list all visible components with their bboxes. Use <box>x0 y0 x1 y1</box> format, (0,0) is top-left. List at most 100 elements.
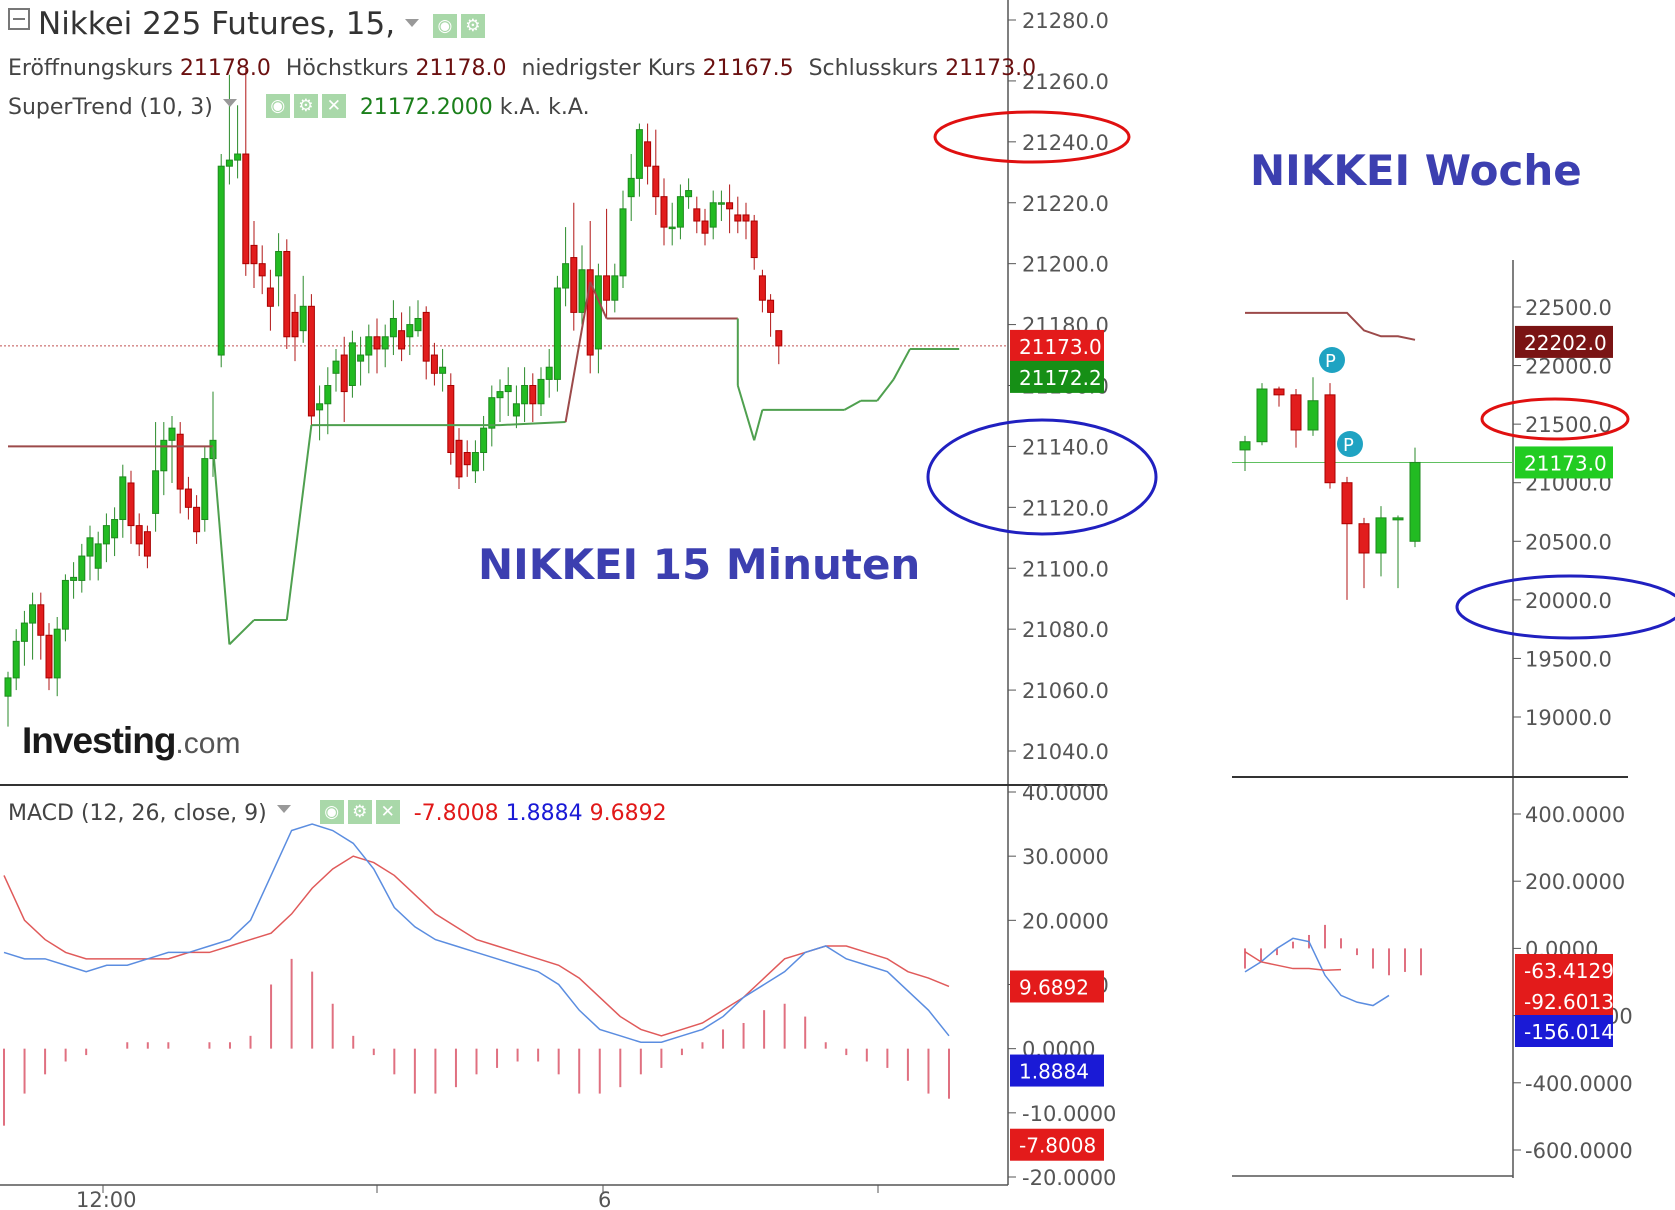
candle <box>480 427 488 454</box>
candle <box>357 354 365 362</box>
weekly-candle <box>1358 523 1370 554</box>
close-value: 21173.0 <box>945 56 1037 81</box>
candle <box>86 537 94 557</box>
high-label: Höchstkurs <box>285 56 409 81</box>
macd-line <box>3 823 950 1043</box>
candle <box>324 385 332 405</box>
high-value: 21178.0 <box>415 56 507 81</box>
gear-icon[interactable]: ⚙ <box>293 94 318 118</box>
low-value: 21167.5 <box>702 56 794 81</box>
y-tick-label: 21280.0 <box>1022 9 1109 33</box>
candle <box>78 555 86 581</box>
eye-icon[interactable]: ◉ <box>319 800 344 824</box>
candle <box>250 244 258 265</box>
supertrend-segment <box>228 619 255 646</box>
weekly-blue-circle <box>1455 574 1675 640</box>
candle <box>758 275 766 301</box>
supertrend-v2: k.A. <box>499 95 542 120</box>
y-tick-label: 21120.0 <box>1022 496 1109 520</box>
candle <box>742 214 750 222</box>
candle <box>586 269 594 356</box>
pivot-marker <box>1337 431 1363 457</box>
weekly-red-circle <box>1480 397 1630 441</box>
y-tick-label: 21040.0 <box>1022 740 1109 764</box>
candle <box>160 439 168 472</box>
candle <box>668 226 676 230</box>
candle <box>693 208 701 222</box>
candle <box>45 634 53 679</box>
macd-v2: 1.8884 <box>505 801 583 826</box>
supertrend-segment <box>285 424 313 621</box>
candle <box>660 196 668 228</box>
candle <box>20 622 28 642</box>
weekly-current-tag-bg <box>1515 446 1613 479</box>
candle <box>578 269 586 313</box>
candle <box>603 275 611 301</box>
candle <box>119 476 127 521</box>
macd-y-tick-label: 40.0000 <box>1022 781 1109 805</box>
weekly-y-tick-label: 19000.0 <box>1525 706 1612 730</box>
weekly-supertrend <box>1245 311 1416 341</box>
candle <box>512 403 520 417</box>
candle <box>365 336 373 356</box>
macd-tag: 1.8884 <box>1019 1060 1089 1084</box>
candle <box>750 220 758 259</box>
candle <box>37 604 45 636</box>
macd-y-tick-label: 20.0000 <box>1022 909 1109 933</box>
blue-circle-annotation <box>926 418 1158 536</box>
candle <box>447 385 455 454</box>
supertrend-legend: SuperTrend (10, 3) ◉ ⚙ ✕ 21172.2000 k.A. k… <box>8 94 590 120</box>
supertrend-tag: 21172.2 <box>1019 366 1102 390</box>
chart-title: Nikkei 225 Futures, 15, ◉ ⚙ <box>8 6 485 42</box>
weekly-y-tick-label: 22000.0 <box>1525 355 1612 379</box>
x-tick-label: 6 <box>598 1188 611 1210</box>
gear-icon[interactable]: ⚙ <box>460 14 485 38</box>
candle <box>193 506 201 533</box>
last-price-tag: 21173.0 <box>1019 335 1102 359</box>
eye-icon[interactable]: ◉ <box>432 14 457 38</box>
candle <box>381 336 389 350</box>
candle <box>734 214 742 222</box>
candle <box>201 458 209 521</box>
weekly-candle <box>1290 394 1302 431</box>
weekly-macd-line <box>1244 937 1390 1007</box>
candle <box>627 177 635 198</box>
candle <box>217 165 225 356</box>
candle <box>496 391 504 399</box>
candle <box>521 385 529 405</box>
close-icon[interactable]: ✕ <box>321 94 346 118</box>
collapse-icon[interactable] <box>8 8 30 30</box>
dropdown-icon[interactable] <box>405 19 420 27</box>
weekly-candle <box>1324 394 1336 484</box>
candle <box>439 366 447 374</box>
weekly-macd-tag-2-bg <box>1515 985 1613 1017</box>
candle <box>127 482 135 527</box>
logo-suffix: .com <box>175 727 241 760</box>
close-icon[interactable]: ✕ <box>375 800 400 824</box>
weekly-upper-tag: 22202.0 <box>1524 331 1607 355</box>
candle <box>61 579 69 630</box>
title-text: Nikkei 225 Futures, 15, <box>38 6 396 42</box>
supertrend-tag-bg <box>1010 360 1104 393</box>
dropdown-icon[interactable] <box>276 805 291 813</box>
dropdown-icon[interactable] <box>222 99 237 107</box>
weekly-y-tick-label: 20500.0 <box>1525 530 1612 554</box>
macd-y-tick-label: -20.0000 <box>1022 1166 1116 1190</box>
candle <box>242 153 250 265</box>
candle <box>373 336 381 350</box>
candle <box>726 202 734 210</box>
y-tick-label: 21200.0 <box>1022 253 1109 277</box>
supertrend-segment <box>499 421 566 427</box>
weekly-macd-y-tick-label: 400.0000 <box>1525 803 1625 827</box>
gear-icon[interactable]: ⚙ <box>347 800 372 824</box>
candle <box>94 543 102 569</box>
eye-icon[interactable]: ◉ <box>265 94 290 118</box>
macd-legend: MACD (12, 26, close, 9) ◉ ⚙ ✕ -7.8008 1.88… <box>8 800 667 826</box>
macd-label: MACD (12, 26, close, 9) <box>8 801 267 826</box>
candle <box>389 317 397 338</box>
supertrend-segment <box>753 409 764 441</box>
candle <box>455 439 463 478</box>
weekly-y-tick-label: 22500.0 <box>1525 296 1612 320</box>
candle <box>152 470 160 514</box>
